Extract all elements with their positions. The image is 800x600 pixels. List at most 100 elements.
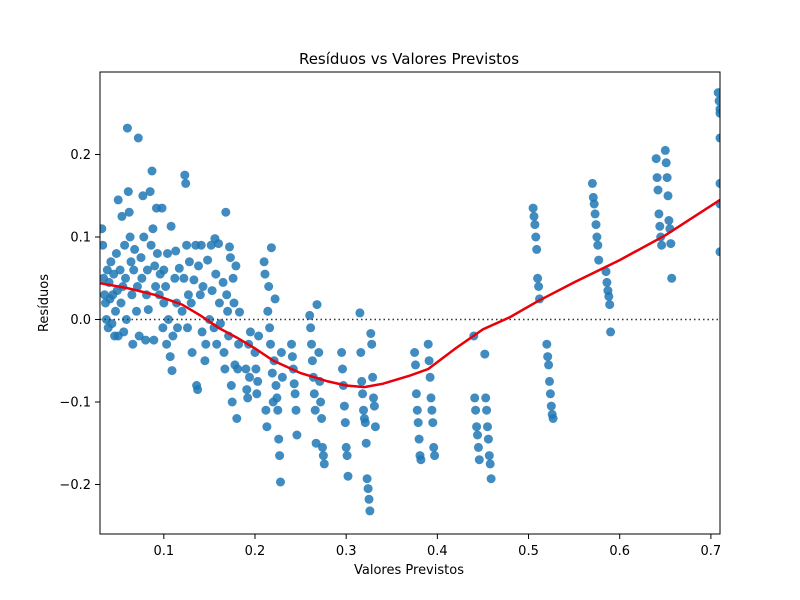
scatter-point: [253, 376, 263, 386]
scatter-point: [195, 290, 205, 300]
scatter-point: [425, 372, 435, 382]
scatter-point: [270, 294, 280, 304]
scatter-point: [588, 192, 598, 202]
scatter-point: [159, 265, 169, 275]
scatter-point: [214, 239, 223, 249]
scatter-point: [252, 389, 262, 399]
scatter-point: [289, 379, 299, 389]
x-tick-label: 0.2: [245, 544, 266, 559]
scatter-point: [260, 269, 270, 279]
scatter-point: [229, 298, 239, 308]
scatter-point: [107, 319, 117, 329]
scatter-point: [339, 401, 349, 411]
scatter-point: [193, 385, 203, 395]
scatter-point: [200, 356, 210, 366]
scatter-point: [543, 352, 553, 362]
scatter-point: [254, 331, 264, 341]
scatter-point: [232, 414, 242, 423]
scatter-point: [206, 240, 216, 250]
scatter-point: [150, 261, 160, 271]
scatter-point: [120, 240, 130, 250]
scatter-point: [370, 422, 380, 432]
scatter-point: [227, 397, 237, 407]
scatter-point: [715, 178, 720, 188]
scatter-point: [171, 246, 181, 256]
scatter-point: [413, 418, 423, 428]
scatter-point: [145, 187, 155, 197]
scatter-point: [186, 298, 196, 308]
y-tick-label: −0.2: [59, 478, 91, 493]
scatter-point: [660, 145, 670, 155]
scatter-point: [318, 442, 327, 452]
scatter-point: [428, 418, 438, 428]
scatter-point: [126, 257, 136, 267]
scatter-point: [152, 249, 162, 258]
scatter-point: [594, 255, 604, 265]
scatter-point: [167, 366, 177, 376]
scatter-point: [277, 372, 287, 382]
scatter-point: [212, 339, 222, 349]
scatter-point: [261, 405, 271, 415]
scatter-point: [133, 133, 143, 143]
scatter-point: [157, 203, 167, 213]
y-tick-label: −0.1: [59, 396, 91, 411]
scatter-point: [106, 257, 116, 267]
scatter-point: [127, 290, 137, 300]
scatter-point: [426, 393, 436, 403]
scatter-point: [362, 474, 372, 484]
scatter-point: [184, 257, 194, 267]
scatter-point: [251, 364, 261, 374]
scatter-point: [109, 269, 119, 279]
lowess-trend-line: [99, 198, 721, 389]
scatter-point: [592, 232, 602, 242]
scatter-point: [180, 170, 190, 180]
scatter-point: [271, 381, 281, 390]
scatter-point: [143, 305, 153, 315]
scatter-point: [124, 207, 134, 217]
scatter-point: [161, 282, 171, 291]
scatter-point: [657, 240, 667, 250]
scatter-point: [338, 364, 347, 374]
scatter-point: [663, 191, 673, 201]
scatter-point: [223, 306, 233, 316]
scatter-point: [316, 397, 326, 407]
scatter-point: [340, 418, 350, 428]
scatter-point: [211, 269, 221, 279]
scatter-point: [116, 298, 126, 308]
scatter-point: [276, 348, 286, 357]
scatter-point: [221, 207, 231, 217]
scatter-point: [241, 364, 251, 374]
scatter-point: [138, 191, 148, 201]
scatter-point: [130, 244, 140, 254]
scatter-point: [310, 405, 320, 415]
scatter-point: [356, 348, 366, 357]
scatter-point: [111, 306, 120, 316]
scatter-point: [713, 88, 720, 98]
x-tick-label: 0.6: [609, 544, 630, 559]
scatter-point: [664, 216, 674, 225]
scatter-point: [198, 282, 208, 291]
scatter-point: [275, 451, 285, 461]
scatter-point: [100, 240, 108, 250]
scatter-point: [715, 108, 720, 118]
scatter-point: [343, 471, 353, 481]
scatter-point: [653, 185, 663, 195]
scatter-point: [662, 173, 672, 183]
scatter-point: [129, 265, 139, 275]
scatter-point: [291, 405, 301, 415]
scatter-point: [589, 199, 599, 209]
scatter-point: [218, 277, 228, 287]
scatter-point: [273, 405, 283, 415]
scatter-point: [242, 385, 252, 395]
chart-title: Resíduos vs Valores Previstos: [299, 50, 519, 68]
scatter-point: [266, 339, 275, 349]
scatter-point: [102, 265, 112, 275]
scatter-point: [652, 173, 662, 183]
scatter-point: [307, 356, 317, 366]
scatter-point: [534, 282, 544, 291]
scatter-point: [159, 298, 169, 308]
scatter-point: [416, 455, 426, 465]
scatter-point: [163, 249, 172, 258]
scatter-point: [225, 242, 234, 252]
scatter-point: [139, 232, 149, 242]
